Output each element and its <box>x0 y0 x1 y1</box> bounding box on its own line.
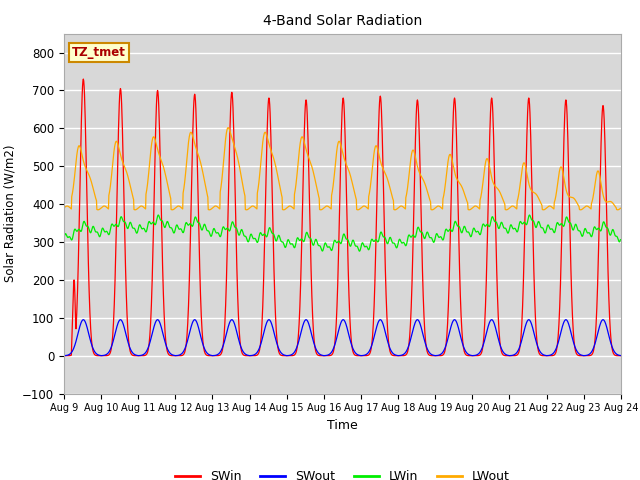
SWin <box>580 353 588 359</box>
Line: SWout: SWout <box>64 320 620 356</box>
LWout <box>94 207 102 213</box>
SWin <box>616 353 624 359</box>
SWin <box>171 353 179 359</box>
SWin <box>60 353 68 359</box>
X-axis label: Time: Time <box>327 419 358 432</box>
SWout <box>60 353 68 359</box>
SWin <box>79 76 87 82</box>
LWin <box>170 230 178 236</box>
LWin <box>502 226 509 231</box>
LWin <box>429 238 436 244</box>
Line: SWin: SWin <box>64 79 620 356</box>
Text: TZ_tmet: TZ_tmet <box>72 46 126 59</box>
SWout <box>171 353 179 359</box>
Line: LWout: LWout <box>64 128 620 210</box>
LWout <box>171 206 179 212</box>
LWout <box>616 205 624 211</box>
Line: LWin: LWin <box>64 215 620 251</box>
SWout <box>429 352 436 358</box>
LWout <box>247 204 255 210</box>
SWin <box>184 312 192 318</box>
LWout <box>502 207 510 213</box>
SWout <box>502 351 509 357</box>
LWout <box>429 206 437 212</box>
LWin <box>356 248 364 254</box>
SWout <box>184 336 192 341</box>
SWin <box>429 353 436 359</box>
SWout <box>79 317 87 323</box>
SWout <box>551 348 559 354</box>
Title: 4-Band Solar Radiation: 4-Band Solar Radiation <box>263 14 422 28</box>
LWin <box>246 234 254 240</box>
LWin <box>616 237 624 242</box>
Y-axis label: Solar Radiation (W/m2): Solar Radiation (W/m2) <box>4 145 17 282</box>
LWout <box>60 205 68 211</box>
LWout <box>184 143 192 148</box>
LWout <box>225 125 232 131</box>
Legend: SWin, SWout, LWin, LWout: SWin, SWout, LWin, LWout <box>170 465 515 480</box>
LWin <box>525 212 533 218</box>
SWin <box>551 352 559 358</box>
SWout <box>246 353 254 359</box>
LWout <box>551 197 559 203</box>
SWout <box>616 353 624 359</box>
LWin <box>60 235 68 241</box>
LWin <box>551 228 559 234</box>
SWin <box>502 353 509 359</box>
SWin <box>246 353 254 359</box>
LWin <box>184 222 191 228</box>
